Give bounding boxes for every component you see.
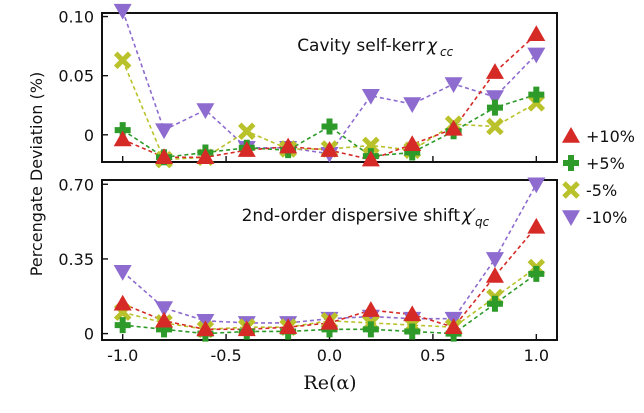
data-point (361, 301, 380, 317)
y-tick-label: 0.05 (58, 67, 94, 86)
x-tick-label: 1.0 (524, 346, 549, 365)
legend-label: -10% (586, 208, 627, 227)
x-tick-label: 0.5 (420, 346, 445, 365)
data-point (113, 264, 132, 281)
data-point (485, 90, 504, 106)
data-point (237, 141, 256, 157)
data-point (361, 150, 380, 167)
data-point (486, 295, 503, 312)
data-point (486, 99, 503, 116)
legend-marker (562, 181, 580, 199)
series-line-1 (122, 93, 537, 159)
y-tick-label: 0 (84, 325, 94, 344)
y-tick-label: 0.10 (58, 8, 94, 27)
data-point (486, 117, 504, 136)
data-point (155, 123, 174, 140)
y-tick-label: 0 (84, 126, 94, 145)
data-point (238, 122, 256, 141)
data-point (320, 141, 339, 157)
x-axis-label: Re(α) (303, 372, 356, 394)
annotation-symbol: χ (426, 36, 438, 56)
y-tick-label: 0.70 (58, 175, 94, 194)
data-point (113, 294, 132, 311)
data-point (527, 217, 546, 234)
data-point (155, 148, 174, 165)
legend-label: +5% (586, 154, 625, 173)
data-point (155, 311, 174, 328)
data-point (196, 320, 215, 337)
chart-panel-2: -1.0 -0.5 0.0 0.5 1.0 0 0.35 0.70 2nd-order disp… (58, 175, 558, 365)
data-point (114, 122, 131, 139)
data-point (113, 130, 132, 147)
data-point (527, 47, 546, 64)
legend: +10% +5% -5% -10% (562, 127, 635, 227)
data-point (444, 77, 463, 93)
legend-marker (563, 155, 579, 171)
legend-label: +10% (586, 127, 635, 146)
data-point (321, 118, 338, 135)
marker-stroke (113, 51, 132, 70)
legend-label: -5% (586, 181, 617, 200)
marker-stroke (238, 122, 256, 141)
y-axis-label: Percengate Deviation (%) (27, 72, 46, 276)
data-point (485, 63, 504, 79)
annotation-subscript: cc (440, 45, 454, 59)
panel-annotation: Cavity self-kerr (297, 36, 425, 56)
data-point (361, 89, 380, 105)
x-tick-label: 0.0 (317, 346, 342, 365)
data-point (528, 265, 545, 282)
data-point (404, 144, 421, 161)
panel-annotation: 2nd-order dispersive shift (242, 206, 461, 226)
data-point (404, 323, 421, 340)
data-point (196, 148, 215, 165)
data-point (527, 25, 546, 42)
data-point (362, 136, 380, 155)
x-tick-label: -1.0 (107, 346, 138, 365)
data-point (403, 305, 422, 322)
data-point (320, 313, 339, 330)
data-point (444, 318, 463, 334)
data-point (485, 267, 504, 283)
data-point (403, 97, 422, 114)
data-point (113, 51, 132, 70)
data-point (114, 317, 131, 334)
legend-marker (562, 127, 580, 143)
legend-marker (562, 210, 580, 226)
annotation-subscript: qc (475, 215, 490, 229)
data-point (156, 321, 173, 338)
data-point (403, 135, 422, 152)
marker-stroke (562, 181, 580, 199)
x-tick-label: -0.5 (210, 346, 241, 365)
data-point (237, 320, 256, 337)
data-point (362, 321, 379, 338)
data-point (527, 177, 546, 194)
data-point (196, 103, 215, 119)
data-point (279, 318, 298, 334)
data-point (155, 301, 174, 317)
series-line-3 (122, 183, 538, 324)
chart-panel-1: 0 0.05 0.10 Cavity self-kerr χ cc (58, 3, 558, 169)
data-point (444, 119, 463, 136)
marker-stroke (362, 136, 380, 155)
marker-stroke (527, 94, 546, 112)
data-point (527, 94, 546, 112)
marker-stroke (486, 117, 504, 136)
data-point (528, 86, 545, 103)
annotation-symbol: χ′ (461, 206, 476, 226)
data-point (113, 3, 132, 20)
data-point (485, 252, 504, 268)
data-point (279, 137, 298, 154)
y-tick-label: 0.35 (58, 250, 94, 269)
